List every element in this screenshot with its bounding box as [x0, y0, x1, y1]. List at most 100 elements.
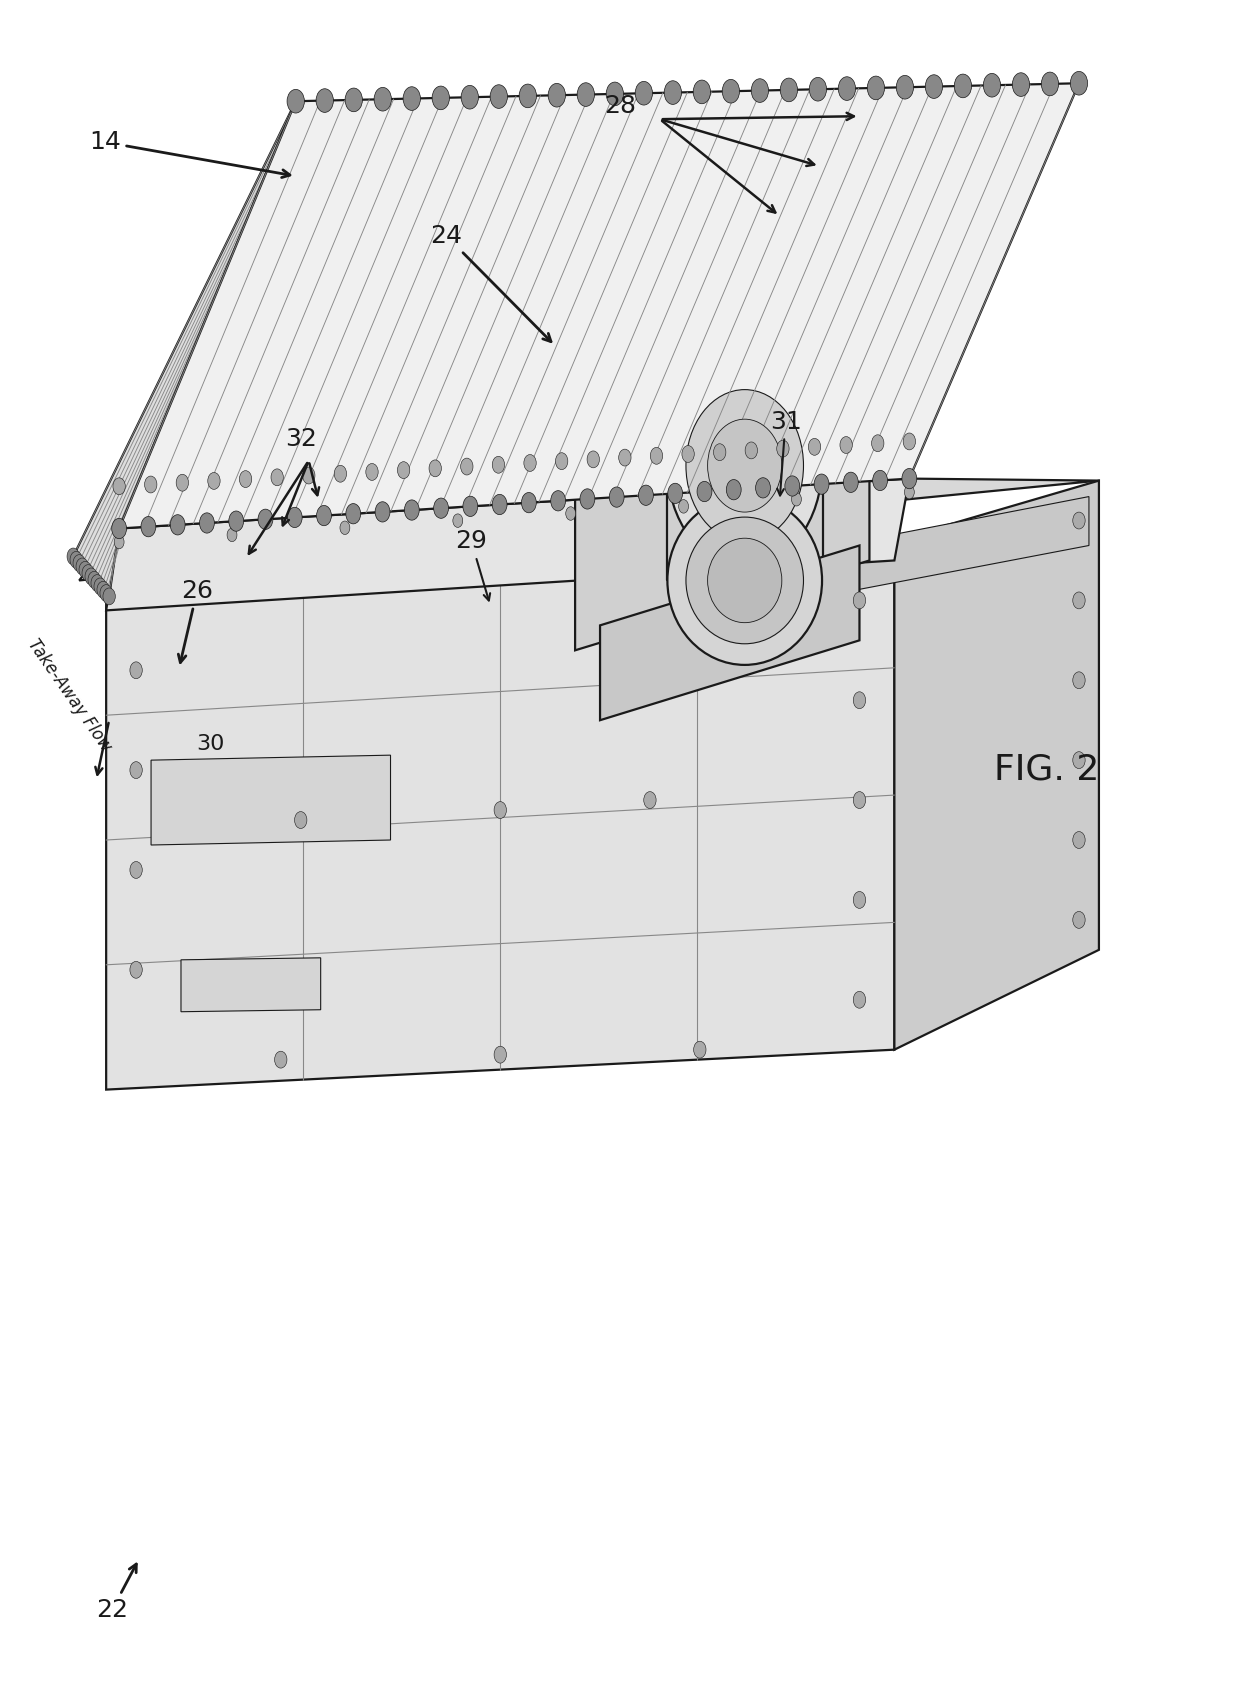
- Circle shape: [434, 497, 449, 518]
- Circle shape: [97, 582, 109, 599]
- Text: 14: 14: [89, 130, 290, 178]
- Polygon shape: [600, 545, 859, 721]
- Circle shape: [463, 496, 477, 516]
- Circle shape: [403, 86, 420, 110]
- Circle shape: [227, 528, 237, 541]
- Circle shape: [404, 499, 419, 519]
- Circle shape: [100, 585, 113, 602]
- Polygon shape: [760, 496, 1089, 609]
- Circle shape: [272, 469, 284, 486]
- Circle shape: [130, 761, 143, 778]
- Circle shape: [494, 1046, 506, 1063]
- Circle shape: [727, 479, 742, 499]
- Circle shape: [678, 499, 688, 513]
- Circle shape: [346, 504, 361, 525]
- Circle shape: [316, 506, 331, 526]
- Circle shape: [810, 78, 827, 102]
- Circle shape: [113, 477, 125, 494]
- Circle shape: [897, 76, 914, 100]
- Circle shape: [853, 992, 866, 1008]
- Circle shape: [200, 513, 215, 533]
- Polygon shape: [107, 540, 894, 1090]
- Circle shape: [791, 492, 801, 506]
- Circle shape: [1012, 73, 1029, 96]
- Circle shape: [1042, 73, 1059, 96]
- Circle shape: [79, 562, 92, 579]
- Circle shape: [288, 508, 303, 528]
- Circle shape: [983, 73, 1001, 96]
- Circle shape: [873, 470, 888, 491]
- Circle shape: [94, 579, 107, 596]
- Circle shape: [751, 80, 769, 103]
- Text: 22: 22: [97, 1563, 136, 1621]
- Circle shape: [904, 486, 914, 499]
- Circle shape: [208, 472, 221, 489]
- Circle shape: [432, 86, 449, 110]
- Circle shape: [606, 83, 624, 105]
- Polygon shape: [107, 479, 909, 611]
- Circle shape: [492, 494, 507, 514]
- Circle shape: [303, 467, 315, 484]
- Text: 30: 30: [197, 734, 226, 755]
- Ellipse shape: [686, 389, 804, 541]
- Circle shape: [665, 81, 682, 105]
- Circle shape: [345, 88, 362, 112]
- Circle shape: [955, 74, 972, 98]
- Text: 29: 29: [455, 530, 490, 601]
- Circle shape: [82, 565, 94, 582]
- Circle shape: [429, 460, 441, 477]
- Circle shape: [523, 455, 536, 472]
- Circle shape: [492, 457, 505, 474]
- Circle shape: [1073, 672, 1085, 689]
- Circle shape: [335, 465, 346, 482]
- Circle shape: [288, 90, 304, 113]
- Circle shape: [141, 516, 156, 536]
- Ellipse shape: [708, 420, 782, 513]
- Circle shape: [460, 459, 472, 475]
- Circle shape: [644, 792, 656, 809]
- Polygon shape: [894, 481, 1099, 1049]
- Circle shape: [1073, 912, 1085, 929]
- Circle shape: [461, 85, 479, 108]
- Polygon shape: [575, 391, 869, 650]
- Polygon shape: [79, 479, 1099, 580]
- Circle shape: [522, 492, 536, 513]
- Polygon shape: [119, 83, 1079, 528]
- Circle shape: [839, 437, 852, 453]
- Polygon shape: [181, 958, 321, 1012]
- Circle shape: [867, 76, 884, 100]
- Circle shape: [490, 85, 507, 108]
- Circle shape: [1073, 751, 1085, 768]
- Circle shape: [693, 80, 711, 103]
- Circle shape: [376, 503, 389, 523]
- Circle shape: [650, 447, 662, 464]
- Circle shape: [903, 433, 915, 450]
- Circle shape: [130, 961, 143, 978]
- Text: FIG. 2: FIG. 2: [994, 753, 1100, 787]
- Circle shape: [838, 76, 856, 100]
- Circle shape: [130, 861, 143, 878]
- Circle shape: [73, 555, 86, 572]
- Circle shape: [274, 1051, 286, 1068]
- Circle shape: [780, 78, 797, 102]
- Circle shape: [88, 572, 100, 589]
- Circle shape: [815, 474, 830, 494]
- Circle shape: [295, 812, 308, 829]
- Circle shape: [91, 575, 103, 592]
- Circle shape: [114, 535, 124, 548]
- Circle shape: [697, 482, 712, 503]
- Circle shape: [722, 80, 739, 103]
- Circle shape: [551, 491, 565, 511]
- Circle shape: [925, 74, 942, 98]
- Circle shape: [112, 518, 126, 538]
- Circle shape: [258, 509, 273, 530]
- Circle shape: [668, 484, 683, 504]
- Ellipse shape: [667, 496, 822, 665]
- Polygon shape: [151, 755, 391, 844]
- Circle shape: [635, 81, 652, 105]
- Circle shape: [239, 470, 252, 487]
- Circle shape: [609, 487, 624, 508]
- Text: Take-Away Flow: Take-Away Flow: [24, 636, 115, 755]
- Text: 32: 32: [285, 426, 316, 450]
- Circle shape: [619, 448, 631, 465]
